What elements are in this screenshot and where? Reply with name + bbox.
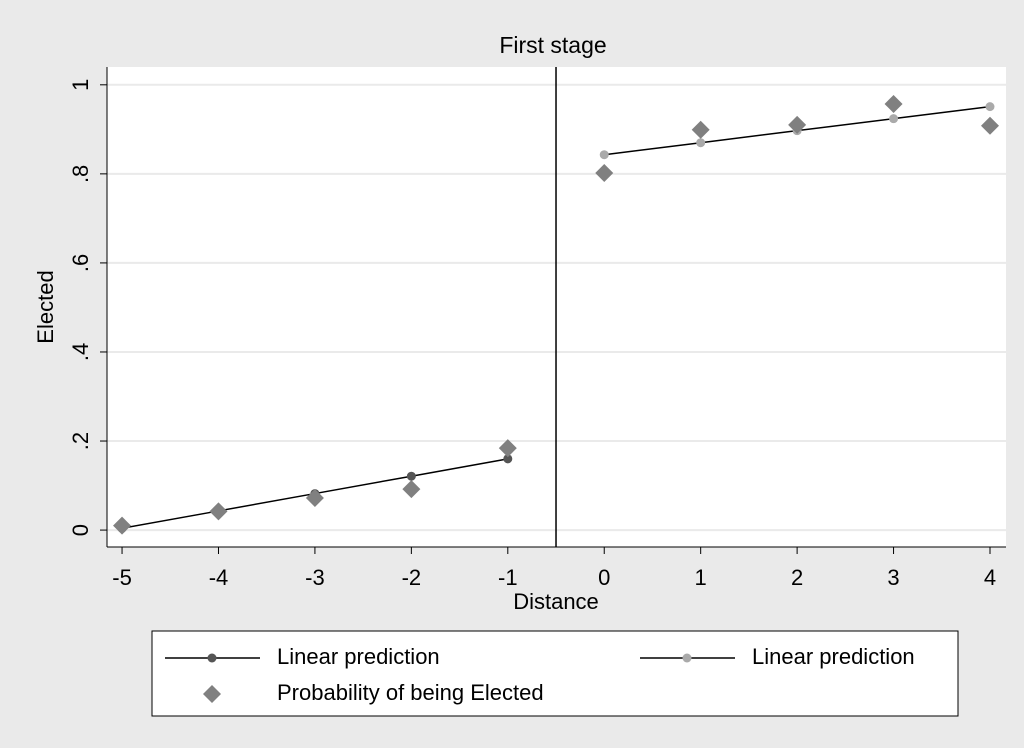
x-tick-label: 2 [791,565,803,590]
probability-point [884,94,903,113]
probability-point [498,439,517,458]
prediction-point [503,454,513,464]
probability-point [691,120,710,139]
prediction-point [406,471,416,481]
chart-title: First stage [499,32,606,58]
probability-point [305,489,324,508]
prediction-point [985,102,995,112]
y-tick-label: 0 [68,524,93,536]
legend-label: Linear prediction [277,644,440,669]
y-tick-label: .2 [68,432,93,450]
y-tick-label: .8 [68,165,93,183]
prediction-point [599,150,609,160]
x-axis-label: Distance [513,589,599,614]
probability-point [788,115,807,134]
x-tick-label: -2 [402,565,422,590]
probability-point [402,480,421,499]
y-tick-label: 1 [68,79,93,91]
x-tick-label: 1 [695,565,707,590]
y-tick-label: .4 [68,343,93,361]
legend-label: Probability of being Elected [277,680,544,705]
legend-marker [203,685,221,703]
probability-point [595,163,614,182]
legend-label: Linear prediction [752,644,915,669]
probability-point [209,502,228,521]
x-tick-label: 3 [887,565,899,590]
y-tick-label: .6 [68,254,93,272]
x-tick-label: -1 [498,565,518,590]
legend [151,630,959,717]
prediction-point [696,138,706,148]
x-tick-label: -5 [112,565,132,590]
legend-marker [682,653,692,663]
legend-marker [207,653,217,663]
x-tick-label: 0 [598,565,610,590]
probability-point [980,116,999,135]
y-axis-label: Elected [33,270,58,343]
x-tick-label: 4 [984,565,996,590]
probability-point [113,516,132,535]
prediction-point [889,114,899,124]
x-tick-label: -3 [305,565,325,590]
x-tick-label: -4 [209,565,229,590]
